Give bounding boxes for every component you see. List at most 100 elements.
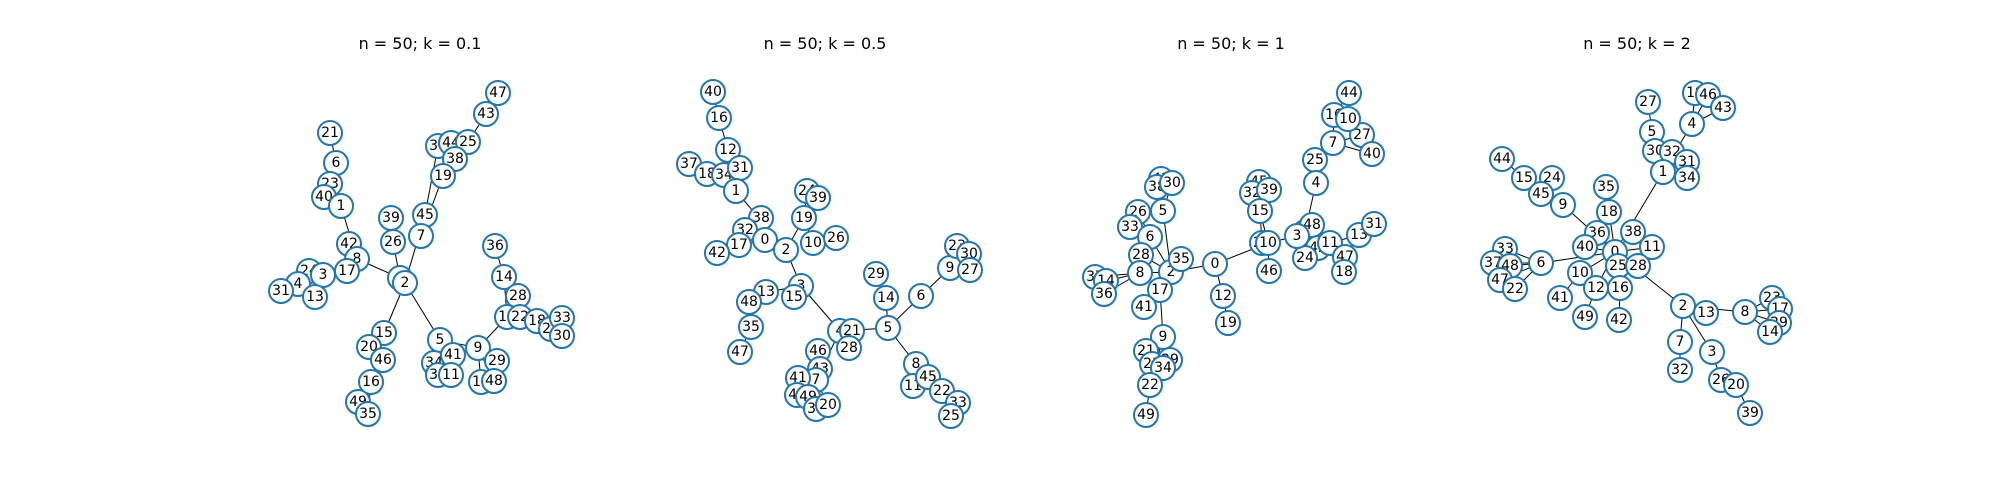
node-label: 2: [782, 242, 791, 258]
node-circle: [1284, 223, 1310, 249]
node-label: 28: [509, 288, 527, 304]
node-10: 10: [800, 230, 826, 256]
node-circle: [1131, 294, 1157, 320]
node-circle: [1361, 211, 1387, 237]
node-circle: [268, 278, 294, 304]
node-44: 44: [1489, 146, 1515, 172]
node-0: 0: [752, 227, 778, 253]
node-label: 39: [382, 210, 400, 226]
node-label: 43: [477, 106, 495, 122]
node-39: 39: [805, 185, 831, 211]
node-circle: [1639, 234, 1665, 260]
node-19: 19: [791, 205, 817, 231]
node-circle: [736, 289, 762, 315]
node-label: 28: [840, 340, 858, 356]
node-43: 43: [473, 101, 499, 127]
node-label: 8: [353, 251, 362, 267]
node-28: 28: [1625, 253, 1651, 279]
node-label: 4: [1688, 116, 1697, 132]
node-label: 25: [1306, 152, 1324, 168]
node-label: 47: [731, 344, 749, 360]
node-12: 12: [1583, 275, 1609, 301]
node-29: 29: [863, 261, 889, 287]
node-circle: [1502, 276, 1528, 302]
node-41: 41: [1547, 285, 1573, 311]
node-6: 6: [908, 283, 934, 309]
node-circle: [549, 323, 575, 349]
node-5: 5: [875, 315, 901, 341]
node-circle: [1150, 198, 1176, 224]
node-18: 18: [694, 161, 720, 187]
node-circle: [1606, 307, 1632, 333]
node-label: 15: [1251, 203, 1269, 219]
node-circle: [908, 283, 934, 309]
node-15: 15: [1511, 165, 1537, 191]
node-label: 25: [459, 134, 477, 150]
node-label: 22: [1506, 281, 1524, 297]
node-16: 16: [706, 105, 732, 131]
node-circle: [1572, 234, 1598, 260]
node-circle: [1757, 319, 1783, 345]
node-43: 43: [1710, 95, 1736, 121]
node-circle: [1489, 146, 1515, 172]
node-25: 25: [938, 403, 964, 429]
node-9: 9: [465, 335, 491, 361]
node-label: 39: [1741, 405, 1759, 421]
node-circle: [773, 237, 799, 263]
node-20: 20: [1723, 372, 1749, 398]
node-26: 26: [380, 229, 406, 255]
node-circle: [1137, 372, 1163, 398]
node-label: 5: [436, 332, 445, 348]
node-label: 10: [804, 235, 822, 251]
graph-panel-2: 4338305263362837148362351741921232934224…: [1082, 80, 1387, 428]
node-2: 2: [1670, 293, 1696, 319]
node-12: 12: [715, 137, 741, 163]
node-20: 20: [815, 392, 841, 418]
node-circle: [1320, 130, 1346, 156]
node-label: 42: [1610, 312, 1628, 328]
node-label: 15: [1515, 170, 1533, 186]
node-label: 17: [730, 237, 748, 253]
node-label: 24: [1296, 250, 1314, 266]
node-circle: [752, 227, 778, 253]
node-label: 40: [1363, 146, 1381, 162]
node-label: 10: [1339, 111, 1357, 127]
node-10: 10: [1255, 230, 1281, 256]
node-label: 29: [867, 266, 885, 282]
node-label: 38: [1624, 224, 1642, 240]
node-label: 31: [272, 283, 290, 299]
node-28: 28: [505, 283, 531, 309]
node-circle: [317, 120, 343, 146]
node-label: 12: [1214, 288, 1232, 304]
node-34: 34: [1150, 355, 1176, 381]
node-label: 6: [1537, 255, 1546, 271]
node-circle: [823, 225, 849, 251]
node-label: 32: [1671, 362, 1689, 378]
node-label: 34: [1678, 170, 1696, 186]
node-label: 38: [446, 151, 464, 167]
node-label: 5: [884, 320, 893, 336]
node-circle: [700, 79, 726, 105]
node-label: 26: [827, 230, 845, 246]
node-label: 30: [553, 328, 571, 344]
node-45: 45: [412, 202, 438, 228]
nodes: 4338305263362837148362351741921232934224…: [1082, 80, 1387, 428]
node-circle: [727, 339, 753, 365]
node-22: 22: [1137, 372, 1163, 398]
node-25: 25: [455, 129, 481, 155]
node-29: 29: [484, 348, 510, 374]
node-label: 8: [1741, 304, 1750, 320]
node-label: 1: [1659, 164, 1668, 180]
node-label: 36: [1095, 286, 1113, 302]
node-label: 31: [1365, 216, 1383, 232]
node-49: 49: [1133, 402, 1159, 428]
node-label: 40: [1576, 239, 1594, 255]
node-label: 12: [1587, 280, 1605, 296]
node-label: 41: [789, 370, 807, 386]
node-circle: [465, 335, 491, 361]
node-label: 45: [416, 207, 434, 223]
node-label: 35: [1597, 179, 1615, 195]
node-label: 14: [495, 269, 513, 285]
